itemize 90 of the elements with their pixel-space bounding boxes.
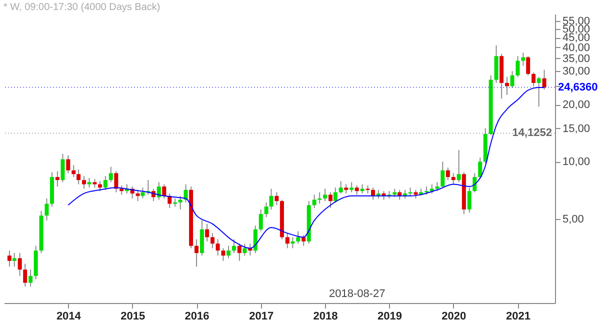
candlestick — [494, 44, 498, 84]
candlestick — [23, 263, 28, 287]
candlestick — [87, 178, 92, 188]
candlestick — [237, 243, 242, 262]
candlestick — [328, 192, 332, 208]
chart-title: * W, 09:00-17:30 (4000 Days Back) — [4, 2, 160, 13]
x-tick-label: 2017 — [249, 310, 274, 322]
candlestick — [242, 243, 247, 256]
candlestick — [542, 69, 546, 90]
candlestick — [184, 184, 188, 203]
candlestick — [200, 220, 204, 256]
candlestick — [440, 161, 445, 188]
candlestick — [451, 172, 456, 185]
candlestick — [76, 168, 81, 185]
candlestick — [140, 187, 145, 199]
candlestick — [505, 76, 510, 96]
candlestick — [467, 187, 472, 213]
x-tick-label: 2016 — [184, 310, 210, 322]
candlestick — [60, 153, 65, 183]
candlestick — [323, 188, 328, 202]
candlestick — [354, 184, 359, 196]
y-tick-label: 20,00 — [562, 99, 590, 112]
candlestick — [258, 208, 263, 232]
y-tick-label: 10,00 — [562, 156, 590, 168]
candlestick — [521, 52, 526, 66]
candlestick — [114, 170, 118, 193]
candlestick — [510, 70, 514, 88]
y-tick-label: 30,00 — [562, 66, 590, 78]
candlestick — [344, 184, 348, 194]
candlestick — [478, 157, 482, 180]
y-tick-label: 15,00 — [562, 122, 590, 135]
candlestick — [350, 182, 354, 193]
candlestick — [18, 252, 22, 276]
ref-line-label: 24,6360 — [558, 81, 598, 94]
candlestick — [194, 238, 199, 268]
candlestick — [136, 189, 140, 202]
x-tick-label: 2019 — [377, 310, 402, 322]
candlestick — [274, 192, 279, 206]
y-tick-label: 5,00 — [562, 213, 584, 226]
candlestick — [108, 166, 113, 183]
candlestick — [226, 245, 231, 259]
candlestick — [264, 202, 268, 218]
candlestick — [302, 234, 306, 246]
candlestick — [285, 232, 290, 249]
candlestick — [269, 188, 274, 210]
candlestick — [516, 56, 520, 78]
x-tick-label: 2014 — [56, 310, 82, 322]
candlestick — [210, 232, 215, 249]
candlestick — [446, 167, 450, 181]
candlestick — [66, 154, 70, 174]
candlestick — [253, 225, 258, 254]
candlestick — [162, 184, 166, 199]
x-tick-label: 2020 — [442, 310, 466, 322]
candlestick — [290, 236, 295, 249]
candlestick — [472, 172, 477, 193]
candlestick — [216, 238, 220, 256]
candlestick — [318, 192, 322, 204]
candlestick — [72, 164, 76, 178]
y-tick-label: 35,00 — [562, 52, 590, 65]
candlestick — [312, 194, 316, 208]
candlestick — [120, 184, 124, 196]
x-tick-label: 2021 — [506, 310, 530, 322]
candlestick — [333, 187, 338, 203]
candlestick — [232, 238, 236, 254]
candlestick — [221, 248, 226, 262]
candlestick — [178, 195, 182, 210]
x-tick-label: 2015 — [120, 310, 146, 322]
candlestick — [371, 187, 376, 200]
candlestick — [536, 76, 541, 108]
candlestick — [82, 176, 86, 190]
x-tick-label: 2018 — [313, 310, 338, 322]
candlestick — [430, 184, 434, 194]
candlestick — [98, 180, 102, 192]
candlestick — [532, 72, 536, 87]
y-tick-label: 40,00 — [562, 42, 590, 54]
candlestick — [205, 223, 210, 242]
candlestick — [12, 252, 16, 268]
ref-line-label: 14,1252 — [512, 127, 552, 140]
candlestick — [360, 184, 364, 194]
candlestick — [55, 170, 60, 187]
candlestick — [526, 56, 530, 76]
candlestick — [296, 230, 300, 244]
candlestick — [338, 180, 343, 194]
y-tick-label: 45,00 — [562, 32, 590, 44]
candlestick — [103, 176, 108, 190]
candlestick — [44, 198, 49, 221]
annotation: 2018-08-27 — [328, 288, 386, 300]
candlestick — [456, 150, 461, 183]
candlestick — [7, 250, 12, 268]
candlestick — [28, 269, 33, 287]
